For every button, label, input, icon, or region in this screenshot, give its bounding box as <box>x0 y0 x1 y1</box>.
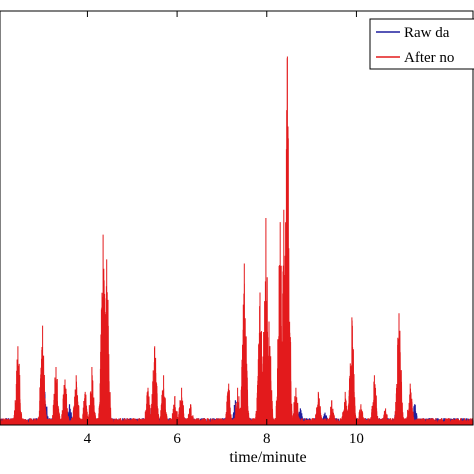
x-tick-label: 4 <box>84 431 92 447</box>
axes <box>0 10 474 426</box>
legend-label-raw: Raw da <box>404 25 450 41</box>
x-tick-label: 6 <box>173 431 181 447</box>
series-line-after <box>0 56 474 426</box>
x-axis-label: time/minute <box>229 449 306 466</box>
axes-frame <box>0 10 474 426</box>
legend-box <box>369 18 474 70</box>
x-tick-label: 8 <box>263 431 271 447</box>
legend: Raw da After no <box>369 18 474 70</box>
x-axis-ticks: 4 6 8 10 <box>84 11 364 447</box>
x-tick-label: 10 <box>349 431 364 447</box>
plot-area <box>0 56 474 426</box>
legend-label-after: After no <box>404 50 454 66</box>
